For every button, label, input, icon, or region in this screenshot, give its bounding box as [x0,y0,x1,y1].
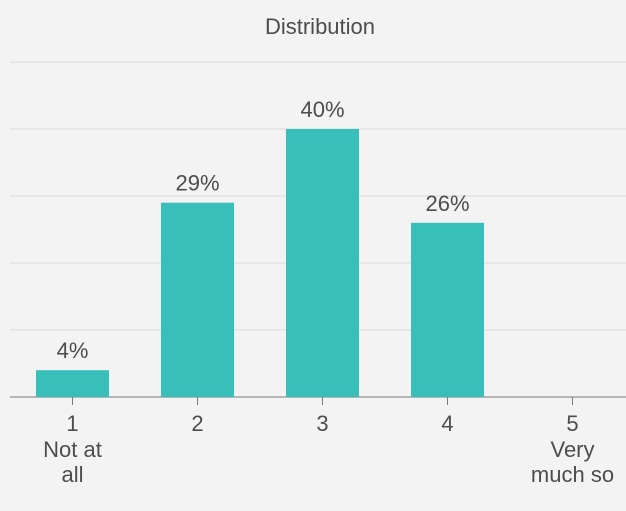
bar-2 [161,202,234,397]
data-label-2: 29% [175,171,219,196]
tick-label-1: 1 [66,411,78,436]
tick-sublabel-5: much so [531,462,614,487]
bar-1 [36,370,109,397]
tick-label-4: 4 [441,411,453,436]
bars [36,129,484,397]
data-label-3: 40% [300,97,344,122]
tick-sublabel-5: Very [550,437,594,462]
data-label-1: 4% [57,338,89,363]
chart-title: Distribution [265,14,375,39]
tick-label-3: 3 [316,411,328,436]
tick-sublabel-1: Not at [43,437,102,462]
data-label-4: 26% [425,191,469,216]
tick-label-5: 5 [566,411,578,436]
data-labels: 4% 29% 40% 26% [57,97,470,363]
bar-4 [411,222,484,397]
tick-label-2: 2 [191,411,203,436]
bar-3 [286,129,359,397]
tick-sublabel-1: all [61,462,83,487]
